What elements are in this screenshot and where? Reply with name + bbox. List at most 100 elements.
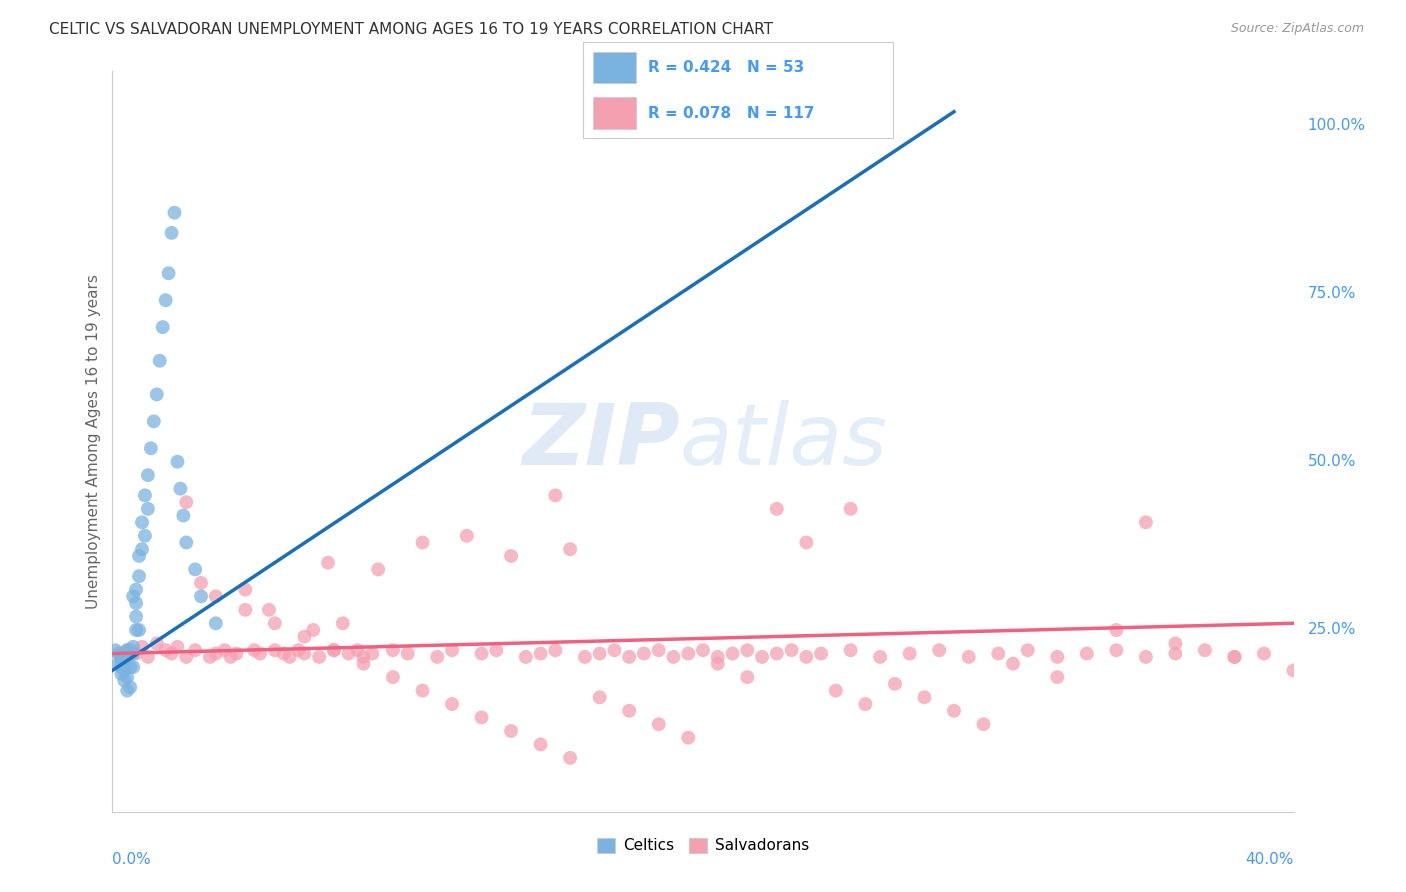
Point xyxy=(110,666,132,681)
Point xyxy=(737,643,759,657)
Bar xyxy=(593,97,636,128)
Point xyxy=(131,640,153,654)
Point xyxy=(810,647,832,661)
Point xyxy=(323,643,346,657)
Point xyxy=(633,647,655,661)
Point xyxy=(104,643,127,657)
Point xyxy=(884,677,907,691)
Point xyxy=(157,266,180,280)
Point xyxy=(647,717,671,731)
Point xyxy=(163,205,186,219)
Point xyxy=(190,590,212,604)
Point xyxy=(249,647,271,661)
Point xyxy=(485,643,508,657)
Point xyxy=(352,649,374,664)
Point xyxy=(647,643,671,657)
Point xyxy=(382,670,405,684)
Y-axis label: Unemployment Among Ages 16 to 19 years: Unemployment Among Ages 16 to 19 years xyxy=(86,274,101,609)
Point xyxy=(184,562,207,576)
Point xyxy=(122,640,145,654)
Point xyxy=(751,649,773,664)
Point xyxy=(766,647,789,661)
Point xyxy=(174,535,197,549)
Point xyxy=(588,690,610,705)
Point xyxy=(166,455,188,469)
Text: 0.0%: 0.0% xyxy=(112,853,152,867)
Point xyxy=(292,647,315,661)
Point xyxy=(855,697,877,711)
Point xyxy=(987,647,1010,661)
Point xyxy=(146,636,169,650)
Point xyxy=(544,488,567,502)
Point xyxy=(456,529,478,543)
Point xyxy=(346,643,368,657)
Point xyxy=(1135,649,1157,664)
Point xyxy=(107,657,129,671)
Point xyxy=(112,647,135,661)
Point xyxy=(588,647,610,661)
Point xyxy=(273,647,295,661)
Point xyxy=(125,623,148,637)
Point xyxy=(205,616,228,631)
Point xyxy=(1135,516,1157,530)
Point xyxy=(134,488,156,502)
Point xyxy=(706,649,728,664)
Point xyxy=(898,647,921,661)
Point xyxy=(117,643,138,657)
Bar xyxy=(593,52,636,83)
Point xyxy=(169,482,191,496)
Point xyxy=(243,643,266,657)
Point xyxy=(308,649,330,664)
Point xyxy=(426,649,449,664)
Point xyxy=(174,649,197,664)
Point xyxy=(120,643,142,657)
Point xyxy=(292,630,315,644)
Point xyxy=(337,647,360,661)
Point xyxy=(110,660,132,674)
Point xyxy=(411,535,433,549)
Point xyxy=(134,529,156,543)
Point xyxy=(302,623,325,637)
Point xyxy=(1164,636,1187,650)
Point xyxy=(973,717,995,731)
Point xyxy=(214,643,236,657)
Point xyxy=(544,643,567,657)
Point xyxy=(117,683,138,698)
Point xyxy=(780,643,803,657)
Point xyxy=(501,549,523,563)
Point xyxy=(110,649,132,664)
Text: 75.0%: 75.0% xyxy=(1308,286,1355,301)
Point xyxy=(316,556,339,570)
Legend: Celtics, Salvadorans: Celtics, Salvadorans xyxy=(591,831,815,860)
Point xyxy=(205,647,228,661)
Point xyxy=(678,731,700,745)
Point xyxy=(155,293,177,308)
Point xyxy=(122,647,145,661)
Point xyxy=(603,643,626,657)
Point xyxy=(869,649,891,664)
Point xyxy=(112,673,135,688)
Point xyxy=(737,670,759,684)
Point xyxy=(117,670,138,684)
Point xyxy=(128,569,150,583)
Point xyxy=(515,649,537,664)
Point xyxy=(662,649,685,664)
Point xyxy=(1017,643,1039,657)
Point xyxy=(174,495,197,509)
Point xyxy=(184,643,207,657)
Text: 25.0%: 25.0% xyxy=(1308,623,1355,638)
Point xyxy=(278,649,301,664)
Text: 50.0%: 50.0% xyxy=(1308,454,1355,469)
Point xyxy=(323,643,346,657)
Point xyxy=(558,542,582,557)
Point xyxy=(441,697,464,711)
Point xyxy=(257,603,280,617)
Point xyxy=(1223,649,1246,664)
Point xyxy=(501,723,523,738)
Point xyxy=(382,643,405,657)
Text: CELTIC VS SALVADORAN UNEMPLOYMENT AMONG AGES 16 TO 19 YEARS CORRELATION CHART: CELTIC VS SALVADORAN UNEMPLOYMENT AMONG … xyxy=(49,22,773,37)
Point xyxy=(441,643,464,657)
Text: 40.0%: 40.0% xyxy=(1246,853,1294,867)
Point xyxy=(142,414,165,428)
Point xyxy=(120,647,142,661)
